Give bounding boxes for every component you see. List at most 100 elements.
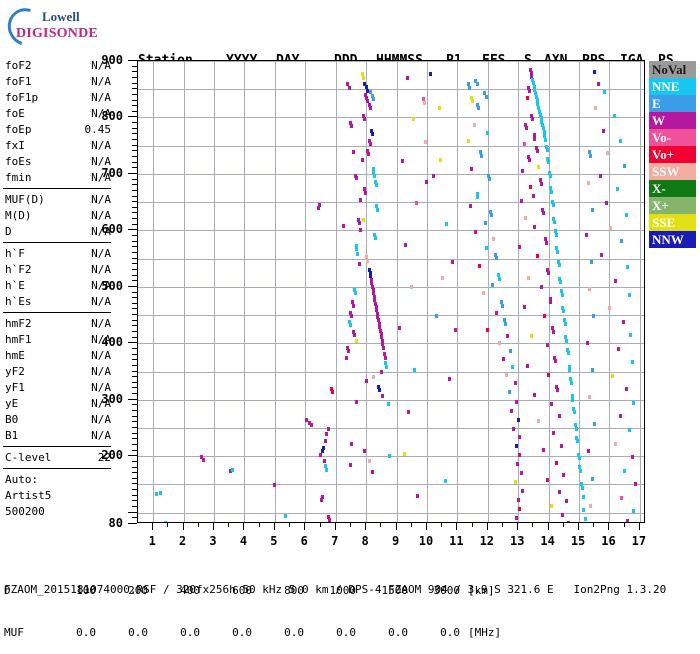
echo-point (366, 99, 369, 103)
file-info-line: FZAOM_2015181074000.RSF / 320fx256h 50 k… (4, 583, 667, 596)
y-tick-minor (132, 252, 137, 253)
y-tick-minor (132, 495, 137, 496)
echo-point (558, 490, 561, 494)
echo-point (555, 246, 558, 250)
y-tick-minor (132, 218, 137, 219)
echo-point (374, 236, 377, 240)
legend-item-noval[interactable]: NoVal (649, 61, 696, 78)
echo-point (591, 208, 594, 212)
echo-point (544, 138, 547, 142)
echo-point (619, 414, 622, 418)
x-tick-minor (289, 523, 290, 527)
echo-point (503, 318, 506, 322)
legend-item-x-[interactable]: X+ (649, 197, 696, 214)
x-axis-label: 2 (179, 534, 187, 548)
echo-point (529, 68, 532, 72)
x-axis-label: 9 (391, 534, 400, 548)
echo-point (352, 150, 355, 154)
echo-point (542, 448, 545, 452)
param-row: foF1 N/A (3, 74, 115, 90)
y-tick-minor (132, 438, 137, 439)
legend-item-vo-[interactable]: Vo- (649, 129, 696, 146)
legend-item-ssw[interactable]: SSW (649, 163, 696, 180)
y-tick-minor (132, 246, 137, 247)
echo-point (372, 97, 375, 101)
param-value: 0.45 (84, 123, 112, 136)
legend-item-e[interactable]: E (649, 95, 696, 112)
param-name: foF1 (5, 75, 32, 88)
echo-point (365, 379, 368, 383)
echo-point (536, 98, 539, 102)
echo-point (483, 91, 486, 95)
y-tick-minor (132, 139, 137, 140)
grid-vline (305, 61, 306, 522)
legend-item-x-[interactable]: X- (649, 180, 696, 197)
legend-item-nne[interactable]: NNE (649, 78, 696, 95)
distance-value: 1000 (329, 584, 357, 597)
param-row: foE N/A (3, 106, 115, 122)
grid-hline (138, 230, 644, 231)
grid-vline (457, 61, 458, 522)
distance-value: 100 (76, 584, 96, 597)
y-tick-minor (132, 94, 137, 95)
echo-point (357, 218, 360, 222)
echo-point (322, 446, 325, 450)
echo-point (582, 495, 585, 499)
y-tick-minor (132, 275, 137, 276)
echo-point (476, 103, 479, 107)
echo-point (550, 190, 553, 194)
echo-point (533, 88, 536, 92)
echo-point (531, 117, 534, 121)
echo-point (374, 302, 377, 306)
x-tick-minor (167, 523, 168, 527)
param-value: 22 (97, 451, 111, 464)
grid-hline (138, 513, 644, 514)
y-tick-major (128, 286, 137, 287)
param-value: N/A (91, 295, 111, 308)
y-tick-minor (132, 314, 137, 315)
echo-point (576, 439, 579, 443)
param-name: D (5, 225, 12, 238)
echo-point (438, 106, 441, 110)
x-tick-major (183, 523, 184, 530)
echo-point (373, 174, 376, 178)
legend-item-vo-[interactable]: Vo+ (649, 146, 696, 163)
legend-item-sse[interactable]: SSE (649, 214, 696, 231)
grid-hline (138, 61, 644, 62)
y-tick-minor (132, 478, 137, 479)
echo-point (439, 158, 442, 162)
y-tick-minor (132, 207, 137, 208)
echo-point (424, 140, 427, 144)
echo-point (562, 309, 565, 313)
param-row: foF1p N/A (3, 90, 115, 106)
y-tick-minor (132, 241, 137, 242)
echo-point (532, 81, 535, 85)
echo-point (553, 356, 556, 360)
echo-point (164, 521, 167, 522)
polarization-legend: NoVal NNE E W Vo- Vo+ SSW X- X+ SSE NNW (649, 61, 696, 248)
x-tick-minor (593, 523, 594, 527)
echo-point (578, 456, 581, 460)
echo-point (416, 494, 419, 498)
echo-point (369, 142, 372, 146)
echo-point (629, 333, 632, 337)
x-tick-minor (198, 523, 199, 527)
y-tick-minor (132, 156, 137, 157)
x-tick-major (243, 523, 244, 530)
echo-point (273, 483, 276, 487)
echo-point (528, 89, 531, 93)
ionogram-parameters-panel: foF2 N/A foF1 N/A foF1p N/A foE N/A foEp 0.45 fxI N… (3, 58, 115, 520)
y-tick-minor (132, 483, 137, 484)
echo-point (543, 314, 546, 318)
echo-point (557, 260, 560, 264)
echo-point (623, 469, 626, 473)
grid-hline (138, 146, 644, 147)
grid-vline (427, 61, 428, 522)
legend-item-w[interactable]: W (649, 112, 696, 129)
ionogram-plot-area[interactable] (137, 60, 645, 523)
y-tick-minor (132, 263, 137, 264)
legend-item-nnw[interactable]: NNW (649, 231, 696, 248)
echo-point (539, 178, 542, 182)
echo-point (487, 174, 490, 178)
echo-point (552, 431, 555, 435)
